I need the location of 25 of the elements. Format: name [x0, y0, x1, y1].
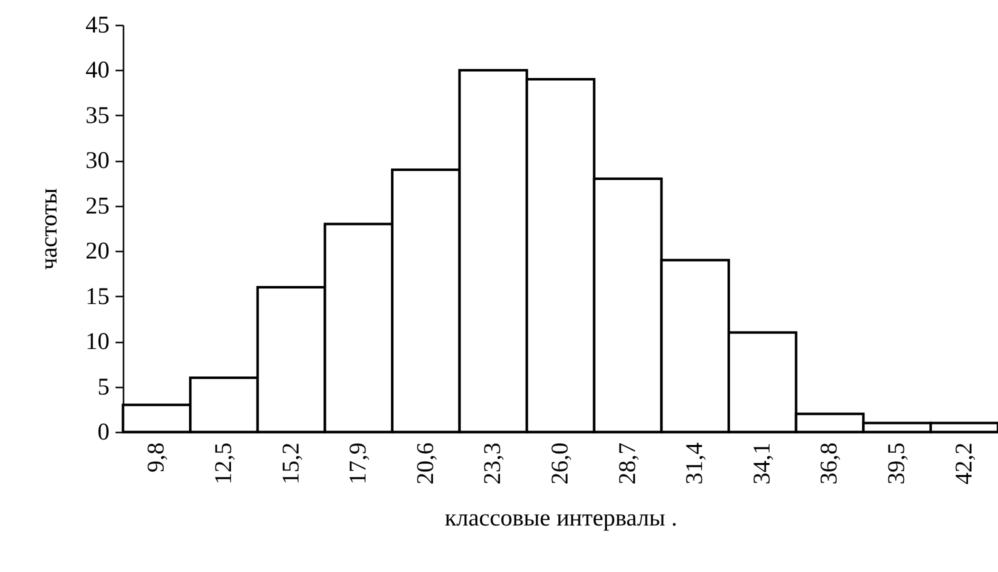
y-tick-label: 35	[86, 102, 110, 129]
y-tick-label: 10	[86, 329, 110, 356]
y-tick-label: 15	[86, 284, 110, 310]
x-tick-label: 15,2	[278, 442, 304, 484]
y-axis-title: частоты	[36, 188, 62, 270]
x-tick-label: 17,9	[346, 442, 372, 484]
x-axis-title: классовые интервалы .	[444, 506, 678, 532]
y-tick-label: 20	[86, 238, 110, 265]
x-tick-label: 12,5	[210, 442, 237, 484]
x-tick-label: 34,1	[749, 442, 776, 484]
x-tick-label: 36,8	[816, 442, 843, 484]
x-tick-label: 23,3	[480, 442, 506, 484]
x-tick-label: 42,2	[951, 442, 978, 484]
x-tick-label: 26,0	[548, 442, 574, 484]
x-tick-label: 20,6	[412, 442, 439, 484]
y-tick-label: 40	[86, 58, 110, 84]
y-tick-label: 30	[86, 148, 110, 174]
x-tick-label: 31,4	[682, 442, 708, 484]
x-tick-label: 39,5	[884, 442, 910, 484]
x-tick-label: 9,8	[144, 442, 170, 472]
y-tick-label: 5	[98, 374, 110, 400]
y-tick-label: 45	[86, 12, 110, 38]
y-tick-label: 0	[98, 420, 110, 446]
x-tick-label: 28,7	[614, 442, 641, 484]
y-tick-label: 25	[86, 193, 110, 220]
